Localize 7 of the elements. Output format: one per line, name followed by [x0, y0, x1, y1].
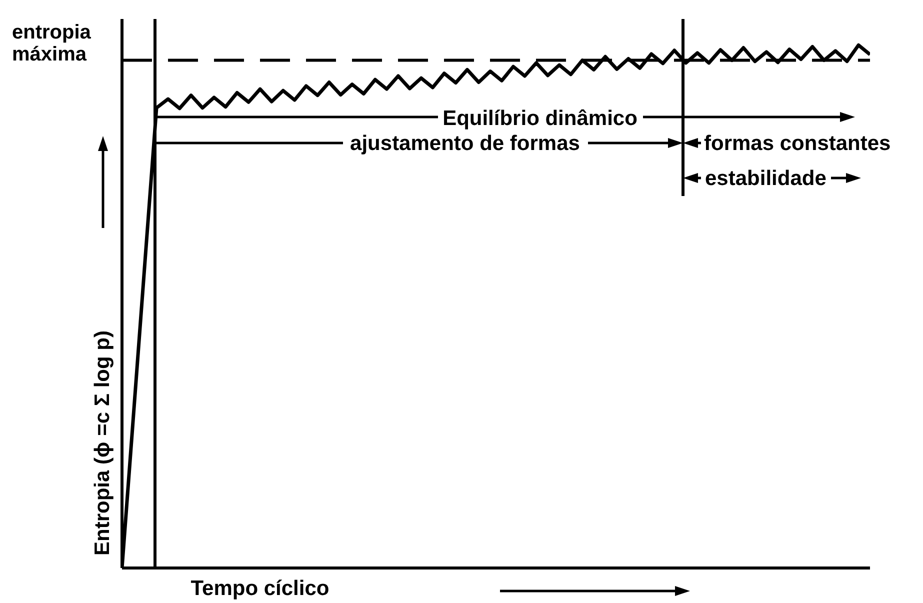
x-axis-title: Tempo cíclico — [190, 577, 330, 600]
annotation: estabilidade — [705, 167, 826, 190]
annotation: ajustamento de formas — [350, 132, 580, 155]
annotation: formas constantes — [704, 132, 891, 155]
y-axis-title: Entropia (ϕ =c Σ log p) — [91, 330, 114, 556]
ref-line-label: entropia máxima — [12, 21, 92, 66]
annotation: Equilíbrio dinâmico — [442, 107, 638, 130]
